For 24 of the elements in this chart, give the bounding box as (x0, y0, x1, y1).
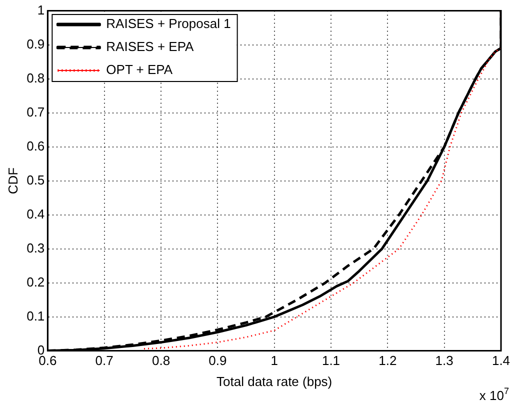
x-tick-label: 1 (270, 353, 278, 368)
x-tick-label: 1.2 (378, 353, 397, 368)
y-tick-label: 0.7 (26, 104, 45, 120)
y-tick-label: 0.2 (26, 274, 45, 290)
x-axis-title: Total data rate (bps) (216, 374, 332, 389)
y-tick-label: 0.4 (26, 206, 45, 222)
legend-label: RAISES + Proposal 1 (106, 16, 231, 32)
y-tick-label: 0.1 (26, 308, 45, 324)
y-tick-label: 0.9 (26, 36, 45, 52)
legend-label: OPT + EPA (106, 62, 173, 78)
x-tick-label: 0.9 (208, 353, 227, 368)
y-tick-label: 1 (37, 2, 45, 18)
x-tick-label: 0.8 (152, 353, 170, 368)
legend-label: RAISES + EPA (106, 39, 194, 54)
x-tick-label: 1.3 (435, 353, 454, 368)
y-tick-label: 0.8 (26, 70, 45, 86)
x-tick-label: 1.1 (322, 353, 340, 368)
y-axis-title: CDF (5, 167, 20, 194)
y-tick-label: 0 (37, 342, 45, 358)
y-tick-label: 0.3 (26, 240, 45, 256)
y-tick-label: 0.6 (26, 138, 45, 154)
x-tick-label: 0.7 (95, 353, 114, 368)
y-tick-label: 0.5 (26, 172, 45, 188)
x-tick-label: 1.4 (492, 353, 510, 368)
